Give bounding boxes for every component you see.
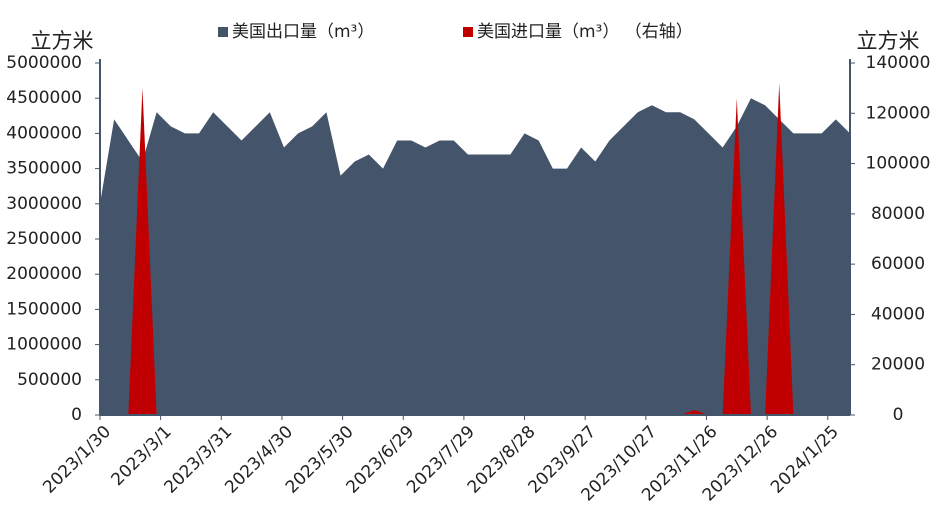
y2-tick-label: 80000: [871, 204, 925, 224]
legend-swatch: [463, 27, 473, 37]
y-tick-label: 500000: [17, 370, 82, 390]
y-tick-label: 1500000: [6, 299, 82, 319]
y2-tick-label: 100000: [866, 154, 931, 174]
legend-swatch: [218, 27, 228, 37]
y2-tick-label: 40000: [871, 304, 925, 324]
y2-tick-label: 20000: [871, 355, 925, 375]
y-tick-label: 0: [71, 405, 82, 425]
y2-axis-title: 立方米: [857, 29, 920, 53]
y-axis-title: 立方米: [31, 29, 94, 53]
y2-tick-label: 140000: [866, 53, 931, 73]
y-tick-label: 2000000: [6, 264, 82, 284]
legend-label: 美国出口量（m³）: [232, 22, 374, 42]
y-tick-label: 3000000: [6, 194, 82, 214]
y-tick-label: 5000000: [6, 53, 82, 73]
y-tick-label: 4500000: [6, 88, 82, 108]
x-tick-label: 2023/1/30: [39, 422, 115, 498]
y-tick-label: 1000000: [6, 335, 82, 355]
y-tick-label: 4000000: [6, 123, 82, 143]
area: [100, 83, 850, 415]
y-tick-label: 3500000: [6, 159, 82, 179]
y2-tick-label: 0: [893, 405, 904, 425]
legend-label: 美国进口量（m³） （右轴）: [477, 22, 693, 42]
area: [100, 98, 850, 415]
y2-tick-label: 60000: [871, 254, 925, 274]
y2-tick-label: 120000: [866, 103, 931, 123]
y-tick-label: 2500000: [6, 229, 82, 249]
